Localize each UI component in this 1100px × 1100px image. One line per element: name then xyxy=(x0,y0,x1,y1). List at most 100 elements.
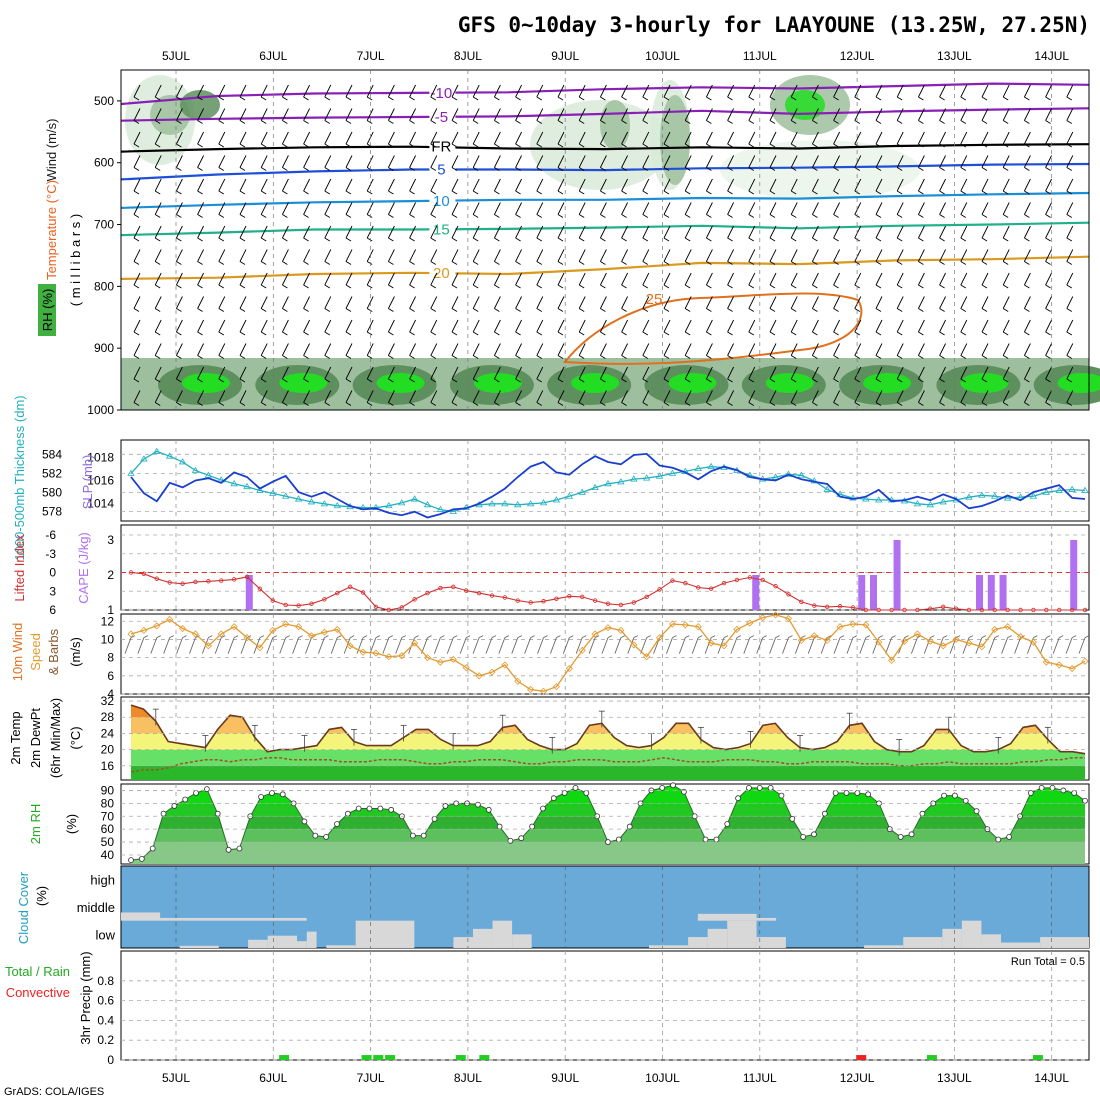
wind-barb-flag xyxy=(642,308,649,312)
wind-barb xyxy=(387,343,395,356)
date-tick-top: 14JUL xyxy=(1034,49,1069,63)
wind-barb xyxy=(790,343,798,356)
wind-barb-flag xyxy=(218,237,225,242)
wind-barb xyxy=(493,131,501,145)
wind-barb-flag xyxy=(260,331,267,336)
rain-bar xyxy=(279,1055,290,1060)
wind-barb xyxy=(345,131,353,145)
wind-barb xyxy=(769,108,777,121)
wind-barb-flag xyxy=(981,308,988,312)
wind-barb xyxy=(1066,390,1074,403)
wind-barb-flag xyxy=(133,308,140,312)
wind-barb xyxy=(387,319,395,333)
wind-barb xyxy=(790,178,798,192)
wind-barb xyxy=(260,272,268,286)
wind-barb-flag xyxy=(918,214,924,218)
wind-barb xyxy=(154,178,162,192)
wind-barb-flag xyxy=(133,355,140,359)
wind-barb-flag xyxy=(451,96,458,101)
wind-barb-flag xyxy=(1066,402,1073,406)
wind-barb xyxy=(515,131,523,145)
wind-barb xyxy=(663,155,671,168)
wind10m-barb-flag xyxy=(130,635,136,639)
wind-barb xyxy=(324,131,332,145)
y-label-slp: SLP (mb) xyxy=(80,455,95,510)
wind-barb-flag xyxy=(981,143,988,148)
wind-barb-flag xyxy=(833,96,839,101)
wind-barb xyxy=(536,366,544,380)
wind-barb xyxy=(854,366,862,380)
wind-barb-flag xyxy=(282,237,288,242)
wind-barb xyxy=(493,155,501,168)
wind-barb xyxy=(578,319,586,333)
wind-barb xyxy=(599,249,607,262)
wind-barb-flag xyxy=(769,96,776,101)
wind-barb-flag xyxy=(366,96,373,101)
wind-barb xyxy=(197,343,205,356)
wind-barb xyxy=(303,108,311,121)
wind-barb-flag xyxy=(324,402,331,406)
wind-barb xyxy=(260,155,268,168)
wind-barb-flag xyxy=(748,284,755,289)
wind-barb xyxy=(472,366,480,380)
date-tick-top: 6JUL xyxy=(259,49,287,63)
wind10m-barb xyxy=(163,637,171,654)
wind-barb xyxy=(684,296,692,309)
wind-barb-flag xyxy=(790,331,797,336)
wind-barb-flag xyxy=(345,261,352,265)
wind-barb-flag xyxy=(600,355,606,359)
wind-barb xyxy=(557,131,565,145)
rh-legend-swatch xyxy=(38,284,56,336)
wind-barb-flag xyxy=(154,167,161,171)
wind-barb xyxy=(175,155,183,168)
wind-barb-flag xyxy=(833,167,839,171)
wind10m-barb xyxy=(1065,637,1073,654)
wind-barb xyxy=(515,108,523,121)
wind-barb-flag xyxy=(494,143,500,148)
wind-barb-flag xyxy=(663,96,670,101)
wind10m-barb xyxy=(150,637,158,654)
wind-barb xyxy=(472,202,480,215)
date-tick-top: 12JUL xyxy=(840,49,875,63)
wind-barb xyxy=(133,366,141,380)
wind10m-barb xyxy=(214,637,222,654)
wind-barb-flag xyxy=(176,96,182,101)
cape-bar xyxy=(870,575,877,610)
wind-barb xyxy=(1002,390,1010,403)
wind-barb xyxy=(536,319,544,333)
wind-barb-flag xyxy=(1045,96,1051,101)
wind-barb xyxy=(197,296,205,309)
cloud-bar-low xyxy=(1001,942,1041,948)
wind-barb xyxy=(557,272,565,286)
credit-label: GrADS: COLA/IGES xyxy=(4,1086,104,1098)
y-tick-label: 600 xyxy=(94,156,114,170)
wind-barb xyxy=(578,225,586,239)
wind-barb xyxy=(705,343,713,356)
wind10m-barb-flag xyxy=(891,635,896,639)
wind-barb xyxy=(472,249,480,262)
wind-barb-flag xyxy=(1045,308,1051,312)
wind-barb xyxy=(430,390,438,403)
wind-barb xyxy=(175,390,183,403)
wind-barb xyxy=(811,178,819,192)
wind-barb-flag xyxy=(536,120,543,124)
wind-barb-flag xyxy=(875,143,882,148)
wind-barb-flag xyxy=(854,355,861,359)
wind-barb-flag xyxy=(812,402,818,406)
wind-barb-flag xyxy=(557,237,564,242)
wind-barb xyxy=(197,366,205,380)
wind-barb-flag xyxy=(557,190,564,195)
rh-point xyxy=(279,791,286,798)
wind-barb-flag xyxy=(409,331,415,336)
wind-barb-flag xyxy=(1024,237,1030,242)
wind-barb xyxy=(197,178,205,192)
wind-barb-flag xyxy=(918,143,924,148)
wind-barb-flag xyxy=(154,284,161,289)
contour-label: 5 xyxy=(437,162,445,179)
wind-barb xyxy=(1023,84,1031,98)
wind-barb-flag xyxy=(833,214,839,218)
wind-barb xyxy=(1002,108,1010,121)
y-label-temp-unit: (°C) xyxy=(68,726,83,749)
wind-barb xyxy=(790,249,798,262)
wind-barb xyxy=(281,249,289,262)
